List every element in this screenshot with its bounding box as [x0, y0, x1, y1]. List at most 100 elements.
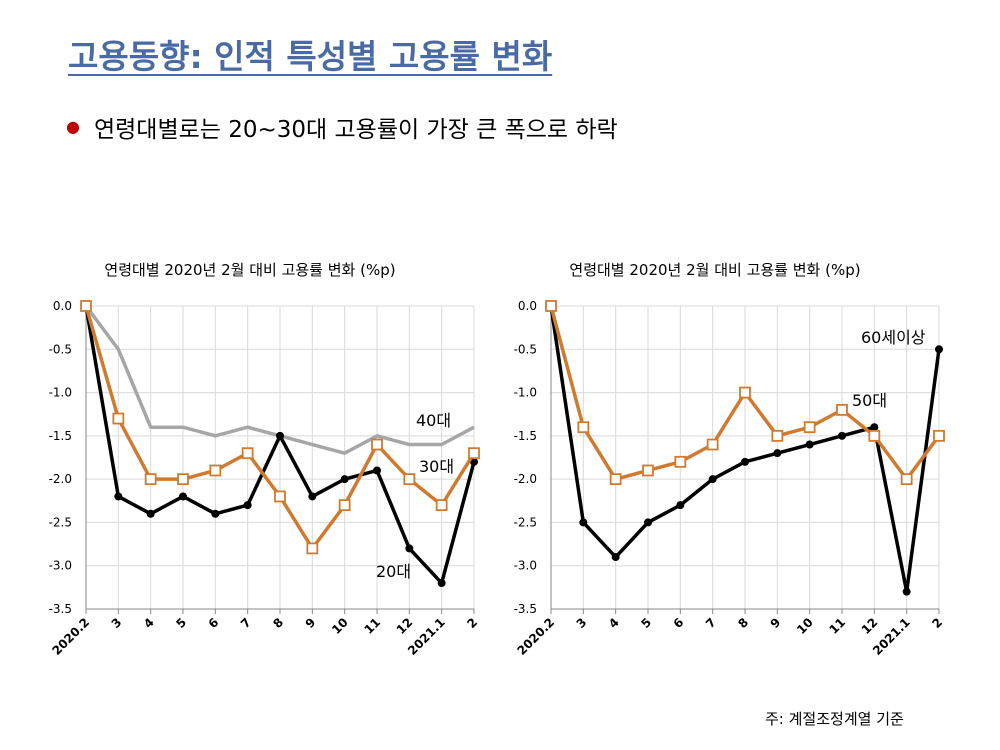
- data-point: [642, 464, 654, 477]
- y-tick-label: -3.0: [49, 559, 72, 573]
- y-tick-label: -3.5: [514, 602, 537, 616]
- x-tick-label: 9: [768, 615, 784, 631]
- x-tick-label: 8: [270, 615, 286, 631]
- y-tick-label: -0.5: [514, 342, 537, 356]
- x-tick-label: 2: [929, 615, 945, 631]
- x-tick-label: 11: [361, 615, 383, 637]
- data-point: [868, 429, 881, 442]
- y-tick-label: -2.0: [49, 472, 72, 486]
- data-point: [146, 509, 155, 518]
- data-point: [241, 447, 254, 460]
- chart-right: 연령대별 2020년 2월 대비 고용률 변화 (%p) 0.0 -0.5 -1.0 -…: [514, 261, 946, 658]
- data-point: [611, 553, 620, 562]
- data-point: [545, 300, 557, 312]
- data-point: [870, 423, 879, 432]
- bullet-point: ● 연령대별로는 20~30대 고용률이 가장 큰 폭으로 하락: [66, 110, 618, 144]
- data-point: [340, 475, 349, 484]
- x-tick-label: 4: [606, 615, 622, 631]
- data-point: [708, 475, 717, 484]
- data-point: [577, 421, 590, 434]
- data-point: [112, 412, 125, 425]
- data-point: [405, 544, 414, 553]
- series-annotation: 60세이상: [861, 328, 926, 347]
- x-tick-label: 12: [394, 615, 416, 637]
- series-annotation: 30대: [419, 457, 454, 476]
- data-point: [468, 447, 480, 460]
- bullet-dot-icon: ●: [66, 116, 80, 136]
- data-point: [676, 501, 685, 510]
- data-point: [274, 490, 286, 503]
- data-point: [179, 492, 187, 501]
- data-point: [741, 457, 749, 466]
- data-point: [80, 300, 92, 312]
- data-point: [803, 421, 816, 434]
- bullet-text: 연령대별로는 20~30대 고용률이 가장 큰 폭으로 하락: [93, 117, 618, 143]
- chart-title: 연령대별 2020년 2월 대비 고용률 변화 (%p): [569, 261, 860, 279]
- x-tick-label: 4: [141, 615, 157, 631]
- y-tick-label: -3.5: [49, 602, 72, 616]
- x-tick-label: 11: [826, 615, 848, 637]
- y-tick-label: -3.0: [514, 559, 537, 573]
- x-tick-label: 3: [109, 615, 125, 631]
- x-tick-label: 3: [574, 615, 590, 631]
- y-tick-label: -1.5: [514, 429, 537, 443]
- slide-title: 고용동향: 인적 특성별 고용률 변화: [68, 37, 553, 76]
- x-tick-label: 9: [303, 615, 319, 631]
- y-tick-label: -1.0: [49, 386, 72, 400]
- series-annotation: 20대: [376, 562, 411, 581]
- data-point: [276, 431, 284, 440]
- data-point: [644, 518, 652, 527]
- data-point: [470, 457, 478, 466]
- data-point: [373, 466, 381, 475]
- data-point: [306, 542, 319, 555]
- y-tick-label: 0.0: [518, 299, 537, 313]
- data-point: [114, 492, 123, 501]
- data-point: [338, 499, 351, 512]
- y-tick-label: -1.5: [49, 429, 72, 443]
- series-annotation: 50대: [852, 391, 887, 410]
- data-point: [771, 429, 784, 442]
- data-point: [144, 473, 157, 486]
- y-tick-label: -0.5: [49, 342, 72, 356]
- data-point: [211, 509, 220, 518]
- x-tick-label: 10: [794, 615, 816, 637]
- data-point: [209, 464, 222, 477]
- data-point: [805, 440, 814, 449]
- chart-left: 연령대별 2020년 2월 대비 고용률 변화 (%p) 0.0 -0.5 -1.0 -…: [49, 261, 481, 658]
- chart-title: 연령대별 2020년 2월 대비 고용률 변화 (%p): [104, 261, 395, 279]
- data-point: [935, 345, 943, 354]
- data-point: [403, 473, 416, 486]
- footnote: 주: 계절조정계열 기준: [765, 710, 904, 728]
- y-tick-label: -2.0: [514, 472, 537, 486]
- x-tick-label: 7: [703, 615, 719, 631]
- x-tick-label: 5: [638, 615, 654, 631]
- data-point: [900, 473, 913, 486]
- x-tick-label: 5: [173, 615, 189, 631]
- x-tick-label: 8: [735, 615, 751, 631]
- data-point: [773, 449, 782, 458]
- x-tick-label: 12: [859, 615, 881, 637]
- data-point: [674, 455, 687, 468]
- data-point: [933, 429, 945, 442]
- x-tick-label: 2: [464, 615, 480, 631]
- data-point: [836, 403, 848, 416]
- data-point: [435, 499, 448, 512]
- data-point: [838, 431, 846, 440]
- x-tick-label: 10: [329, 615, 351, 637]
- series-annotation: 40대: [416, 411, 451, 430]
- data-point: [371, 438, 383, 451]
- data-point: [706, 438, 719, 451]
- x-tick-label: 7: [238, 615, 254, 631]
- y-tick-label: -2.5: [514, 515, 537, 529]
- x-tick-label: 2020.2: [514, 615, 557, 658]
- x-tick-label: 6: [206, 615, 222, 631]
- y-tick-label: -1.0: [514, 386, 537, 400]
- data-point: [902, 587, 911, 596]
- x-tick-label: 6: [671, 615, 687, 631]
- data-point: [609, 473, 622, 486]
- data-point: [177, 473, 189, 486]
- y-tick-label: 0.0: [53, 299, 72, 313]
- data-point: [579, 518, 588, 527]
- x-tick-label: 2020.2: [49, 615, 92, 658]
- data-point: [437, 579, 446, 588]
